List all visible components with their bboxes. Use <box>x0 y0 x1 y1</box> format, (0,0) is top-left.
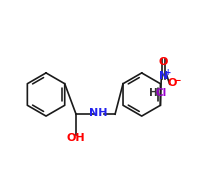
Text: N: N <box>159 71 168 81</box>
Text: O: O <box>168 78 177 88</box>
Text: NH: NH <box>89 108 108 118</box>
Text: O: O <box>159 57 168 67</box>
Text: +: + <box>164 68 171 77</box>
Text: −: − <box>173 76 180 85</box>
Text: Cl: Cl <box>156 88 167 98</box>
Text: OH: OH <box>67 133 85 143</box>
Text: H: H <box>149 88 158 98</box>
